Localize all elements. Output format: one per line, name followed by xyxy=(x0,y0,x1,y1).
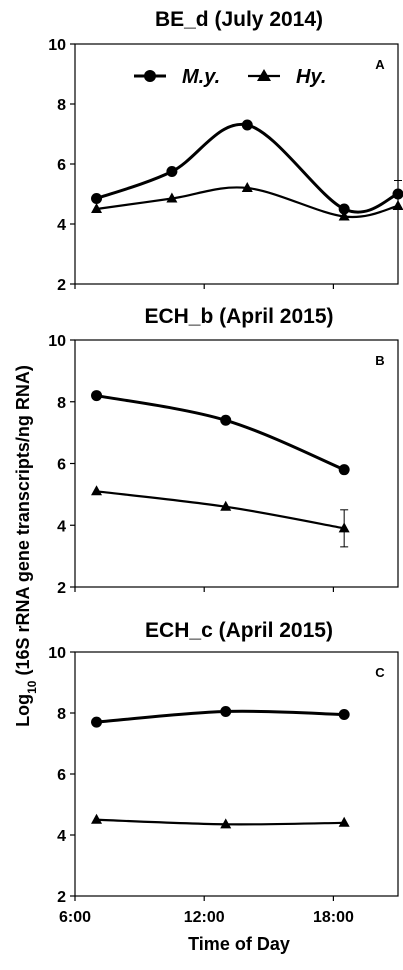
data-point-my xyxy=(241,119,253,131)
series-line-my xyxy=(96,122,399,214)
data-point-hy xyxy=(241,182,253,192)
data-point-my xyxy=(338,203,350,215)
data-point-my xyxy=(91,193,103,204)
y-axis-label: Log10 (16S rRNA gene transcripts/ng RNA) xyxy=(13,365,39,727)
series-line-my xyxy=(96,709,345,724)
y-tick-label: 2 xyxy=(57,277,66,294)
y-tick-label: 4 xyxy=(57,217,66,234)
data-point-my xyxy=(392,188,403,200)
x-tick-label: 6:00 xyxy=(59,909,91,926)
y-tick-label: 8 xyxy=(57,97,66,114)
x-tick-label: 18:00 xyxy=(313,909,354,926)
y-tick-label: 8 xyxy=(57,395,66,412)
data-point-hy xyxy=(220,818,232,829)
data-point-my xyxy=(91,390,103,402)
y-tick-label: 10 xyxy=(48,645,66,662)
data-point-hy xyxy=(166,192,178,203)
data-point-hy xyxy=(338,522,350,533)
data-point-my xyxy=(91,716,103,728)
data-point-hy xyxy=(220,500,232,511)
data-point-my xyxy=(338,709,350,721)
y-tick-label: 4 xyxy=(57,518,66,535)
y-tick-label: 2 xyxy=(57,580,66,597)
chart-panel-b: ECH_b (April 2015) B 2 4 6 8 10 xyxy=(48,305,399,597)
chart-panel-c: ECH_c (April 2015) C 2 4 6 8 10 6:00 12:00 18:00 xyxy=(48,619,399,926)
data-point-hy xyxy=(91,813,103,824)
y-tick-label: 6 xyxy=(57,767,66,784)
panels: BE_d (July 2014) A 2 4 6 8 10 M.y. Hy. ECH_b (Apr… xyxy=(48,8,403,926)
y-tick-label: 4 xyxy=(57,828,66,845)
series-line-my xyxy=(96,394,345,472)
data-point-hy xyxy=(392,200,403,210)
legend-label-hy: Hy. xyxy=(296,66,326,88)
series-line-hy xyxy=(96,490,345,530)
y-tick-label: 10 xyxy=(48,333,66,350)
y-tick-label: 2 xyxy=(57,889,66,906)
chart-title: ECH_b (April 2015) xyxy=(144,305,333,328)
panel-letter: B xyxy=(375,353,384,368)
panel-letter: A xyxy=(375,57,385,72)
x-tick-label: 12:00 xyxy=(184,909,225,926)
x-axis-label: Time of Day xyxy=(188,934,290,954)
chart-panel-a: BE_d (July 2014) A 2 4 6 8 10 M.y. Hy. xyxy=(48,8,403,294)
legend-marker-hy xyxy=(257,69,271,81)
data-point-my xyxy=(166,166,178,177)
series-line-hy xyxy=(96,818,345,826)
legend-marker-my xyxy=(144,70,156,82)
plot-frame xyxy=(74,651,399,897)
chart-title: BE_d (July 2014) xyxy=(155,8,323,31)
plot-frame xyxy=(74,43,399,285)
data-point-my xyxy=(220,414,232,426)
data-point-my xyxy=(338,464,350,476)
y-tick-label: 10 xyxy=(48,37,66,54)
y-tick-label: 8 xyxy=(57,706,66,723)
y-tick-label: 6 xyxy=(57,157,66,174)
legend-label-my: M.y. xyxy=(182,66,220,88)
y-tick-label: 6 xyxy=(57,457,66,474)
data-point-my xyxy=(220,705,232,717)
data-point-hy xyxy=(91,485,103,496)
panel-letter: C xyxy=(375,665,385,680)
data-point-hy xyxy=(91,203,103,213)
data-point-hy xyxy=(338,816,350,827)
chart-title: ECH_c (April 2015) xyxy=(145,619,333,642)
data-point-hy xyxy=(338,210,350,221)
plot-frame xyxy=(74,339,399,588)
